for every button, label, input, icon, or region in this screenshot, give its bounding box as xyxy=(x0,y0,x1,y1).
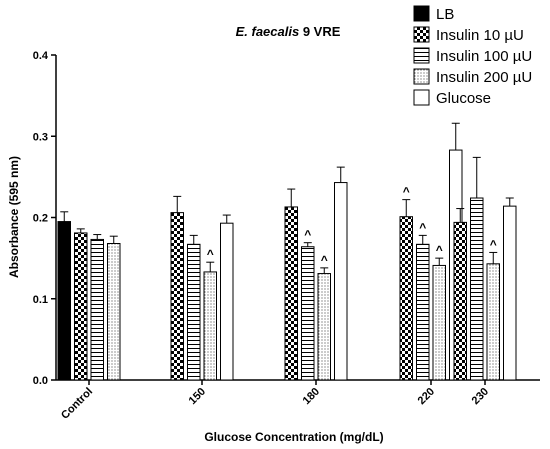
bar xyxy=(203,271,217,381)
significance-mark: ^ xyxy=(403,185,410,199)
legend-label: Insulin 200 µU xyxy=(436,69,532,86)
bar xyxy=(187,243,201,381)
legend-swatch xyxy=(413,89,430,106)
legend-swatch xyxy=(413,5,430,22)
bar xyxy=(317,273,331,381)
chart-title-italic: E. faecalis xyxy=(236,24,300,39)
bar xyxy=(220,222,234,381)
significance-mark: ^ xyxy=(207,247,214,261)
significance-mark: ^ xyxy=(304,228,311,242)
y-axis-title: Absorbance (595 nm) xyxy=(7,156,21,278)
legend: LB Insulin 10 µU Insulin 100 µU Insulin 200… xyxy=(413,5,532,107)
bar xyxy=(334,182,348,381)
legend-label: LB xyxy=(436,6,454,23)
legend-label: Insulin 10 µU xyxy=(436,27,524,44)
bar xyxy=(301,246,315,381)
y-tick-label: 0.2 xyxy=(33,213,48,225)
legend-label: Glucose xyxy=(436,90,491,107)
bar xyxy=(399,216,413,381)
significance-mark: ^ xyxy=(490,237,497,251)
x-tick-label: 220 xyxy=(416,386,437,407)
bar xyxy=(503,205,517,381)
bar xyxy=(90,238,104,381)
y-tick-label: 0.4 xyxy=(33,50,49,62)
bar xyxy=(107,243,121,381)
legend-swatch xyxy=(413,47,430,64)
bar xyxy=(486,263,500,381)
bar xyxy=(453,221,467,381)
significance-mark: ^ xyxy=(436,243,443,257)
bar xyxy=(284,206,298,381)
x-tick-label: 150 xyxy=(187,386,208,407)
significance-mark: ^ xyxy=(321,253,328,267)
bar xyxy=(432,264,446,381)
bar xyxy=(74,232,88,381)
legend-swatch xyxy=(413,68,430,85)
y-tick-label: 0.3 xyxy=(33,131,48,143)
legend-swatch xyxy=(413,26,430,43)
bar xyxy=(57,221,71,381)
y-tick-label: 0.0 xyxy=(33,375,48,387)
y-tick-label: 0.1 xyxy=(33,294,48,306)
bar xyxy=(416,243,430,381)
significance-mark: ^ xyxy=(419,220,426,234)
legend-label: Insulin 100 µU xyxy=(436,48,532,65)
x-axis-title: Glucose Concentration (mg/dL) xyxy=(204,430,383,444)
x-tick-label: Control xyxy=(59,386,95,422)
x-tick-label: 180 xyxy=(301,386,322,407)
chart-title-rest: 9 VRE xyxy=(299,24,341,39)
bar xyxy=(170,212,184,381)
chart-title: E. faecalis 9 VRE xyxy=(236,24,341,39)
bar xyxy=(470,197,484,381)
x-tick-label: 230 xyxy=(470,386,491,407)
